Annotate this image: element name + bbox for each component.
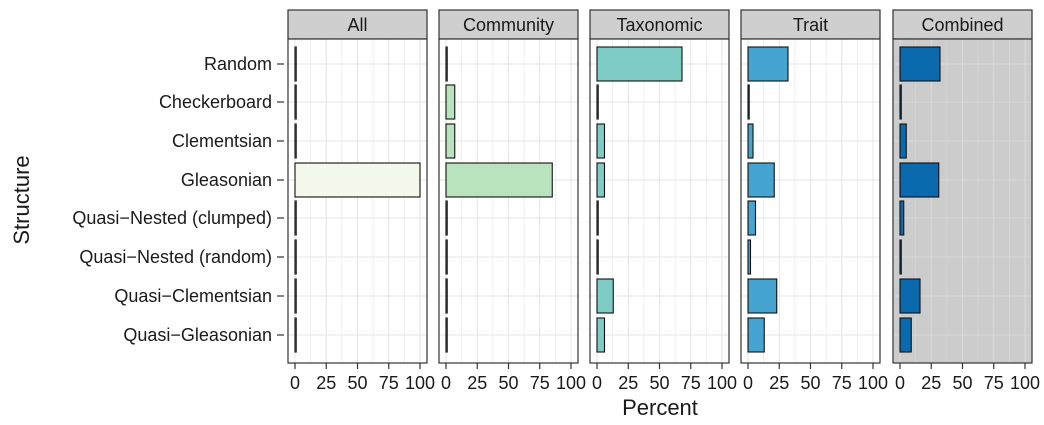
bar — [294, 123, 297, 159]
bar — [899, 46, 941, 82]
category-label: Random — [204, 54, 272, 74]
facet-strip-label: All — [347, 15, 367, 35]
facet-strip-label: Taxonomic — [616, 15, 702, 35]
bar — [294, 200, 297, 236]
bar — [747, 278, 778, 314]
x-tick-label: 50 — [800, 373, 820, 393]
x-tick-label: 75 — [530, 373, 550, 393]
bar — [445, 239, 448, 275]
x-tick-label: 100 — [556, 373, 586, 393]
x-tick-label: 0 — [895, 373, 905, 393]
bar — [596, 278, 614, 314]
facet-panel-taxonomic: Taxonomic 0 25 50 75 100 — [589, 9, 737, 393]
y-axis-title: Structure — [9, 155, 34, 244]
x-tick-label: 50 — [498, 373, 518, 393]
facet-panel-community: Community 0 25 50 75 100 — [438, 9, 586, 393]
bar — [445, 84, 456, 120]
bar — [747, 162, 775, 198]
bar — [445, 200, 448, 236]
bar — [596, 317, 606, 353]
bar — [596, 162, 606, 198]
bar — [294, 84, 297, 120]
category-label: Quasi−Nested (random) — [79, 247, 272, 267]
x-tick-label: 100 — [858, 373, 888, 393]
bar — [899, 84, 902, 120]
category-label: Quasi−Gleasonian — [123, 325, 272, 345]
facet-strip-label: Trait — [793, 15, 828, 35]
bar — [294, 317, 297, 353]
facet-strip-label: Combined — [921, 15, 1003, 35]
category-label: Quasi−Clementsian — [114, 286, 272, 306]
bar — [294, 278, 297, 314]
x-tick-label: 50 — [952, 373, 972, 393]
x-tick-label: 50 — [649, 373, 669, 393]
bar — [445, 317, 448, 353]
facet-strip-label: Community — [463, 15, 554, 35]
x-tick-label: 0 — [441, 373, 451, 393]
bar — [747, 84, 750, 120]
category-label: Checkerboard — [159, 92, 272, 112]
bar — [899, 317, 912, 353]
x-tick-label: 75 — [984, 373, 1004, 393]
category-label: Gleasonian — [181, 170, 272, 190]
x-tick-label: 25 — [316, 373, 336, 393]
bar — [747, 200, 757, 236]
bar — [747, 317, 765, 353]
bar — [294, 239, 297, 275]
x-tick-label: 25 — [769, 373, 789, 393]
category-labels: Random Checkerboard Clementsian Gleasonian Q… — [72, 54, 284, 345]
facet-strip — [287, 9, 428, 40]
x-axis-title: Percent — [622, 395, 698, 420]
facet-panel-trait: Trait 0 25 50 75 100 — [740, 9, 888, 393]
bar — [445, 162, 553, 198]
bar — [445, 278, 448, 314]
x-tick-label: 0 — [592, 373, 602, 393]
bar — [899, 200, 905, 236]
x-tick-label: 25 — [467, 373, 487, 393]
x-tick-label: 100 — [707, 373, 737, 393]
bar — [596, 84, 599, 120]
bar — [899, 278, 921, 314]
bar — [747, 46, 789, 82]
x-tick-label: 75 — [681, 373, 701, 393]
bar — [445, 46, 448, 82]
x-tick-label: 75 — [379, 373, 399, 393]
x-tick-label: 50 — [347, 373, 367, 393]
x-tick-label: 100 — [405, 373, 435, 393]
bar — [596, 46, 683, 82]
x-tick-label: 25 — [921, 373, 941, 393]
bar — [899, 239, 902, 275]
bar — [445, 123, 456, 159]
facet-strip — [589, 9, 730, 40]
bar — [747, 123, 754, 159]
x-tick-label: 75 — [832, 373, 852, 393]
x-tick-label: 25 — [618, 373, 638, 393]
facet-strip — [892, 9, 1033, 40]
bar — [294, 46, 297, 82]
bar — [294, 162, 421, 198]
bar — [596, 239, 599, 275]
bar — [596, 200, 599, 236]
category-label: Clementsian — [172, 131, 272, 151]
bar — [899, 123, 907, 159]
x-tick-label: 0 — [743, 373, 753, 393]
bar — [596, 123, 606, 159]
facet-panel-combined: Combined 0 25 50 75 100 — [892, 9, 1040, 393]
x-tick-label: 0 — [290, 373, 300, 393]
bar — [899, 162, 940, 198]
category-label: Quasi−Nested (clumped) — [72, 208, 272, 228]
bar — [747, 239, 752, 275]
facet-panel-all: All 0 25 50 75 100 — [287, 9, 435, 393]
x-tick-label: 100 — [1010, 373, 1040, 393]
